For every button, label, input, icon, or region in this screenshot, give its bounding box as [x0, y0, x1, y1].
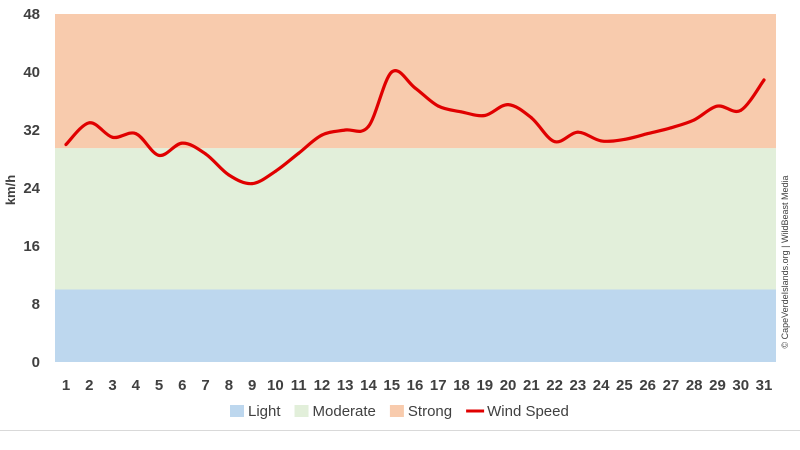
legend-item-light: Light [230, 403, 281, 420]
x-tick-label: 3 [108, 377, 116, 394]
data-point [250, 182, 254, 186]
series-layer [64, 69, 766, 186]
x-tick-label: 14 [360, 377, 377, 394]
legend-label: Moderate [313, 403, 376, 420]
data-point [111, 135, 115, 139]
x-tick-label: 5 [155, 377, 163, 394]
legend-item-moderate: Moderate [294, 403, 376, 420]
band-light [55, 289, 776, 362]
y-tick-label: 24 [23, 180, 40, 197]
x-tick-label: 10 [267, 377, 284, 394]
x-tick-label: 6 [178, 377, 186, 394]
x-tick-label: 28 [686, 377, 703, 394]
data-point [762, 78, 766, 82]
data-point [669, 126, 673, 130]
wind-bands [55, 14, 776, 362]
data-point [320, 133, 324, 137]
data-point [273, 169, 277, 173]
y-tick-label: 40 [23, 64, 40, 81]
legend-swatch [389, 405, 404, 417]
data-point [204, 152, 208, 156]
x-tick-label: 23 [570, 377, 587, 394]
x-tick-label: 12 [314, 377, 331, 394]
x-tick-label: 24 [593, 377, 610, 394]
data-point [692, 118, 696, 122]
legend-swatch [294, 405, 309, 417]
x-tick-label: 21 [523, 377, 540, 394]
data-point [390, 70, 394, 74]
legend-label: Wind Speed [487, 403, 569, 420]
data-point [739, 108, 743, 112]
x-tick-label: 15 [383, 377, 400, 394]
data-point [506, 103, 510, 107]
data-point [599, 139, 603, 143]
y-tick-label: 0 [32, 354, 40, 371]
y-tick-label: 16 [23, 238, 40, 255]
data-point [87, 121, 91, 125]
y-tick-label: 32 [23, 122, 40, 139]
legend-label: Strong [408, 403, 452, 420]
y-axis-ticks: 0 8 16 24 32 40 48 [23, 6, 40, 371]
x-tick-label: 18 [453, 377, 470, 394]
data-point [646, 132, 650, 136]
legend-item-strong: Strong [389, 403, 452, 420]
x-tick-label: 11 [291, 377, 307, 394]
x-tick-label: 22 [546, 377, 563, 394]
data-point [436, 104, 440, 108]
y-tick-label: 8 [32, 296, 40, 313]
x-tick-label: 20 [500, 377, 517, 394]
x-tick-label: 4 [132, 377, 141, 394]
legend-swatch [230, 405, 244, 417]
legend: Light Moderate Strong Wind Speed [230, 403, 569, 420]
x-tick-label: 25 [616, 377, 633, 394]
data-point [715, 104, 719, 108]
band-moderate [55, 148, 776, 290]
data-point [366, 124, 370, 128]
y-axis-label: km/h [3, 175, 18, 205]
band-strong [55, 14, 776, 149]
data-point [576, 130, 580, 134]
credit-text: © CapeVerdeIslands.org | WildBeast Media [780, 175, 790, 348]
x-axis-ticks: 1 2 3 4 5 6 7 8 9 10 11 12 13 14 15 16 17 18 19 20 21 22 23 24 2… [62, 377, 773, 394]
data-point [483, 114, 487, 117]
x-tick-label: 13 [337, 377, 354, 394]
x-tick-label: 27 [663, 377, 680, 394]
data-point [227, 173, 231, 177]
data-point [622, 137, 626, 141]
data-point [529, 116, 533, 120]
x-tick-label: 29 [709, 377, 726, 394]
x-tick-label: 1 [62, 377, 70, 394]
legend-item-wind-speed: Wind Speed [466, 403, 569, 420]
x-tick-label: 9 [248, 377, 256, 394]
y-tick-label: 48 [23, 6, 40, 23]
x-tick-label: 2 [85, 377, 93, 394]
data-point [460, 110, 464, 114]
legend-label: Light [248, 403, 281, 420]
x-tick-label: 16 [407, 377, 424, 394]
x-tick-label: 26 [639, 377, 656, 394]
data-point [64, 143, 68, 146]
x-tick-label: 7 [201, 377, 209, 394]
data-point [180, 141, 184, 145]
data-point [134, 132, 138, 136]
x-tick-label: 31 [756, 377, 773, 394]
x-tick-label: 17 [430, 377, 447, 394]
bottom-divider [0, 430, 800, 431]
data-point [297, 151, 301, 155]
x-tick-label: 19 [476, 377, 493, 394]
x-tick-label: 30 [732, 377, 749, 394]
data-point [553, 140, 557, 144]
data-point [343, 128, 347, 132]
data-point [413, 86, 417, 90]
x-tick-label: 8 [225, 377, 233, 394]
data-point [157, 153, 161, 157]
